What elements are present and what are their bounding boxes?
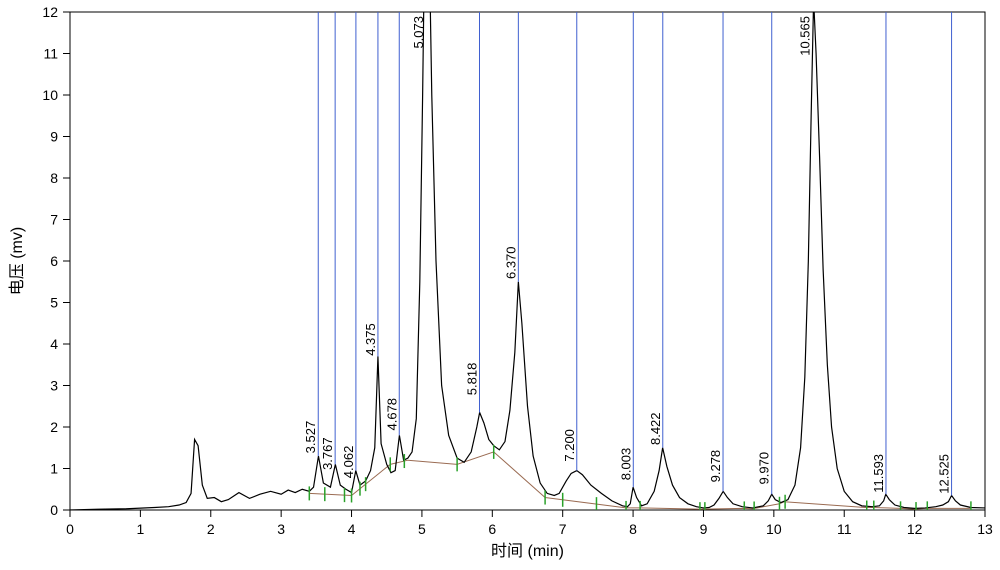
- x-tick-label: 13: [977, 521, 993, 537]
- y-tick-label: 12: [42, 4, 58, 20]
- peak-label: 6.370: [503, 246, 518, 279]
- chart-svg: 0123456789101112130123456789101112时间 (mi…: [0, 0, 1000, 570]
- y-tick-label: 10: [42, 87, 58, 103]
- peak-label: 9.278: [708, 450, 723, 483]
- y-tick-label: 7: [50, 212, 58, 228]
- x-tick-label: 6: [488, 521, 496, 537]
- plot-frame: [70, 12, 985, 510]
- peak-label: 8.422: [648, 412, 663, 445]
- x-axis-title: 时间 (min): [491, 542, 564, 560]
- signal-trace: [70, 0, 985, 510]
- y-axis-title: 电压 (mv): [8, 227, 26, 295]
- y-tick-label: 11: [43, 46, 58, 62]
- peak-label: 4.062: [341, 446, 356, 479]
- y-tick-label: 1: [50, 461, 58, 477]
- y-tick-label: 9: [50, 129, 58, 145]
- y-tick-label: 8: [50, 170, 58, 186]
- x-tick-label: 1: [136, 521, 144, 537]
- peak-label: 5.073: [411, 16, 426, 49]
- peak-label: 3.527: [303, 421, 318, 454]
- peak-label: 9.970: [757, 452, 772, 485]
- x-tick-label: 7: [559, 521, 567, 537]
- peak-label: 12.525: [937, 454, 952, 494]
- peak-label: 11.593: [871, 454, 886, 493]
- x-tick-label: 11: [837, 521, 852, 537]
- peak-label: 3.767: [320, 437, 335, 470]
- chromatogram-chart: 0123456789101112130123456789101112时间 (mi…: [0, 0, 1000, 570]
- x-tick-label: 4: [348, 521, 356, 537]
- peak-label: 4.375: [363, 323, 378, 356]
- peak-label: 4.678: [384, 398, 399, 431]
- x-tick-label: 3: [277, 521, 285, 537]
- y-tick-label: 4: [50, 336, 58, 352]
- x-tick-label: 5: [418, 521, 426, 537]
- y-tick-label: 0: [50, 502, 58, 518]
- y-tick-label: 6: [50, 253, 58, 269]
- peak-label: 8.003: [618, 448, 633, 481]
- x-tick-label: 8: [629, 521, 637, 537]
- x-tick-label: 0: [66, 521, 74, 537]
- peak-label: 7.200: [562, 429, 577, 462]
- peak-label: 10.565: [798, 16, 813, 56]
- peak-label: 5.818: [464, 363, 479, 396]
- x-tick-label: 2: [207, 521, 215, 537]
- y-tick-label: 3: [50, 378, 58, 394]
- y-tick-label: 5: [50, 295, 58, 311]
- x-tick-label: 9: [700, 521, 708, 537]
- x-tick-label: 12: [907, 521, 923, 537]
- y-tick-label: 2: [50, 419, 58, 435]
- x-tick-label: 10: [766, 521, 782, 537]
